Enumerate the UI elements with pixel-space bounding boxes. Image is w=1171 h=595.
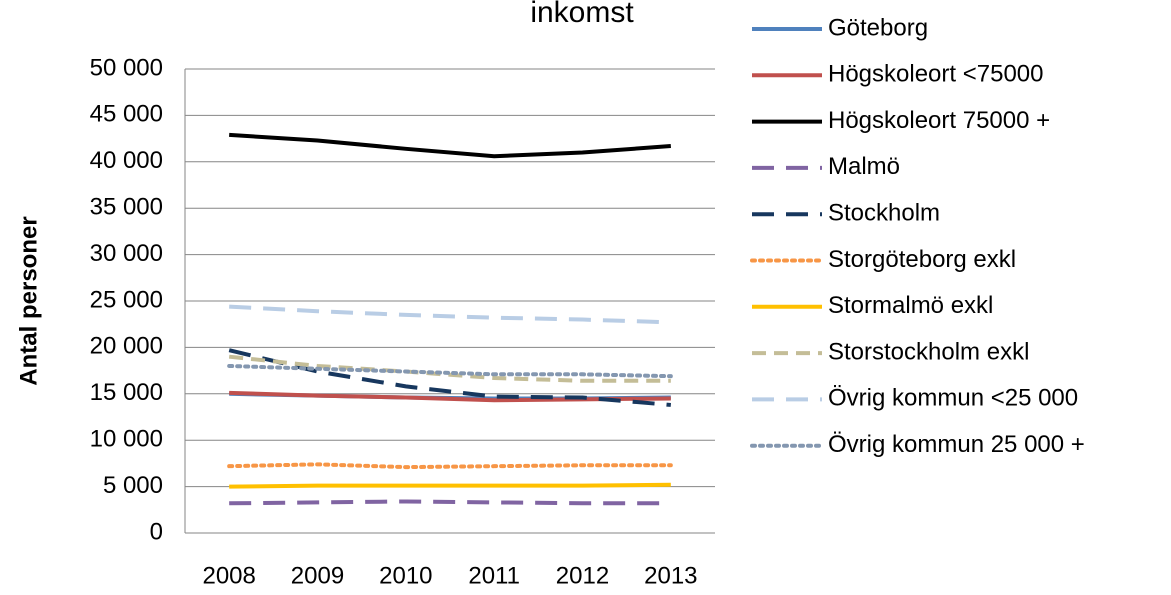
y-tick-label: 20 000 <box>90 333 163 360</box>
series-line <box>229 304 671 325</box>
legend-label: Malmö <box>828 153 900 180</box>
legend-label: Storstockholm exkl <box>828 338 1029 365</box>
x-tick-label: 2013 <box>644 562 697 589</box>
y-tick-label: 40 000 <box>90 147 163 174</box>
y-tick-label: 10 000 <box>90 426 163 453</box>
x-tick-label: 2012 <box>556 562 609 589</box>
y-tick-label: 5 000 <box>103 472 163 499</box>
series-line <box>229 132 671 159</box>
series-line <box>229 499 671 506</box>
legend-label: Övrig kommun 25 000 + <box>828 431 1085 458</box>
legend-label: Stockholm <box>828 200 940 227</box>
y-axis-label: Antal personer <box>15 216 42 385</box>
legend-label: Övrig kommun <25 000 <box>828 385 1078 412</box>
x-tick-label: 2010 <box>379 562 432 589</box>
series-line <box>229 482 671 489</box>
chart-title: inkomst <box>530 0 634 29</box>
x-tick-label: 2008 <box>202 562 255 589</box>
x-tick-label: 2009 <box>291 562 344 589</box>
y-tick-label: 25 000 <box>90 286 163 313</box>
series-line <box>229 390 671 403</box>
y-tick-label: 0 <box>150 518 163 545</box>
series-line <box>228 354 671 383</box>
x-tick-label: 2011 <box>468 562 520 589</box>
y-tick-label: 45 000 <box>90 101 163 128</box>
series-line <box>227 363 673 379</box>
y-tick-label: 30 000 <box>90 240 163 267</box>
series-line <box>227 462 673 470</box>
legend-label: Storgöteborg exkl <box>828 246 1016 273</box>
y-tick-label: 50 000 <box>90 54 163 81</box>
legend-label: Göteborg <box>828 14 928 41</box>
legend-label: Högskoleort 75000 + <box>828 107 1050 134</box>
y-tick-label: 15 000 <box>90 379 163 406</box>
legend-label: Stormalmö exkl <box>828 292 993 319</box>
legend-label: Högskoleort <75000 <box>828 61 1043 88</box>
y-tick-label: 35 000 <box>90 194 163 221</box>
